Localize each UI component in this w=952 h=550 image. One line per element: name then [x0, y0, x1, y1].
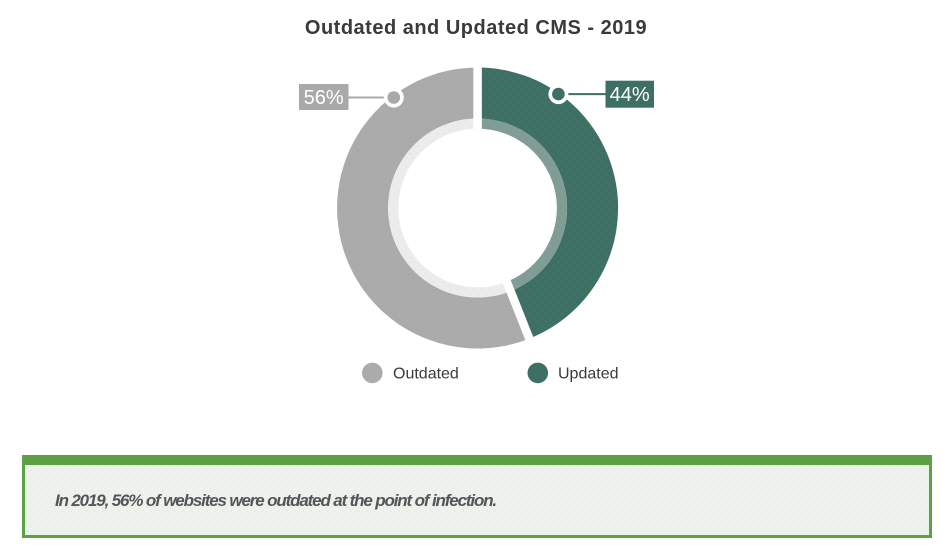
svg-text:Outdated: Outdated [393, 366, 459, 383]
svg-text:Updated: Updated [558, 366, 619, 383]
svg-text:44%: 44% [610, 84, 650, 106]
svg-text:56%: 56% [304, 87, 344, 109]
